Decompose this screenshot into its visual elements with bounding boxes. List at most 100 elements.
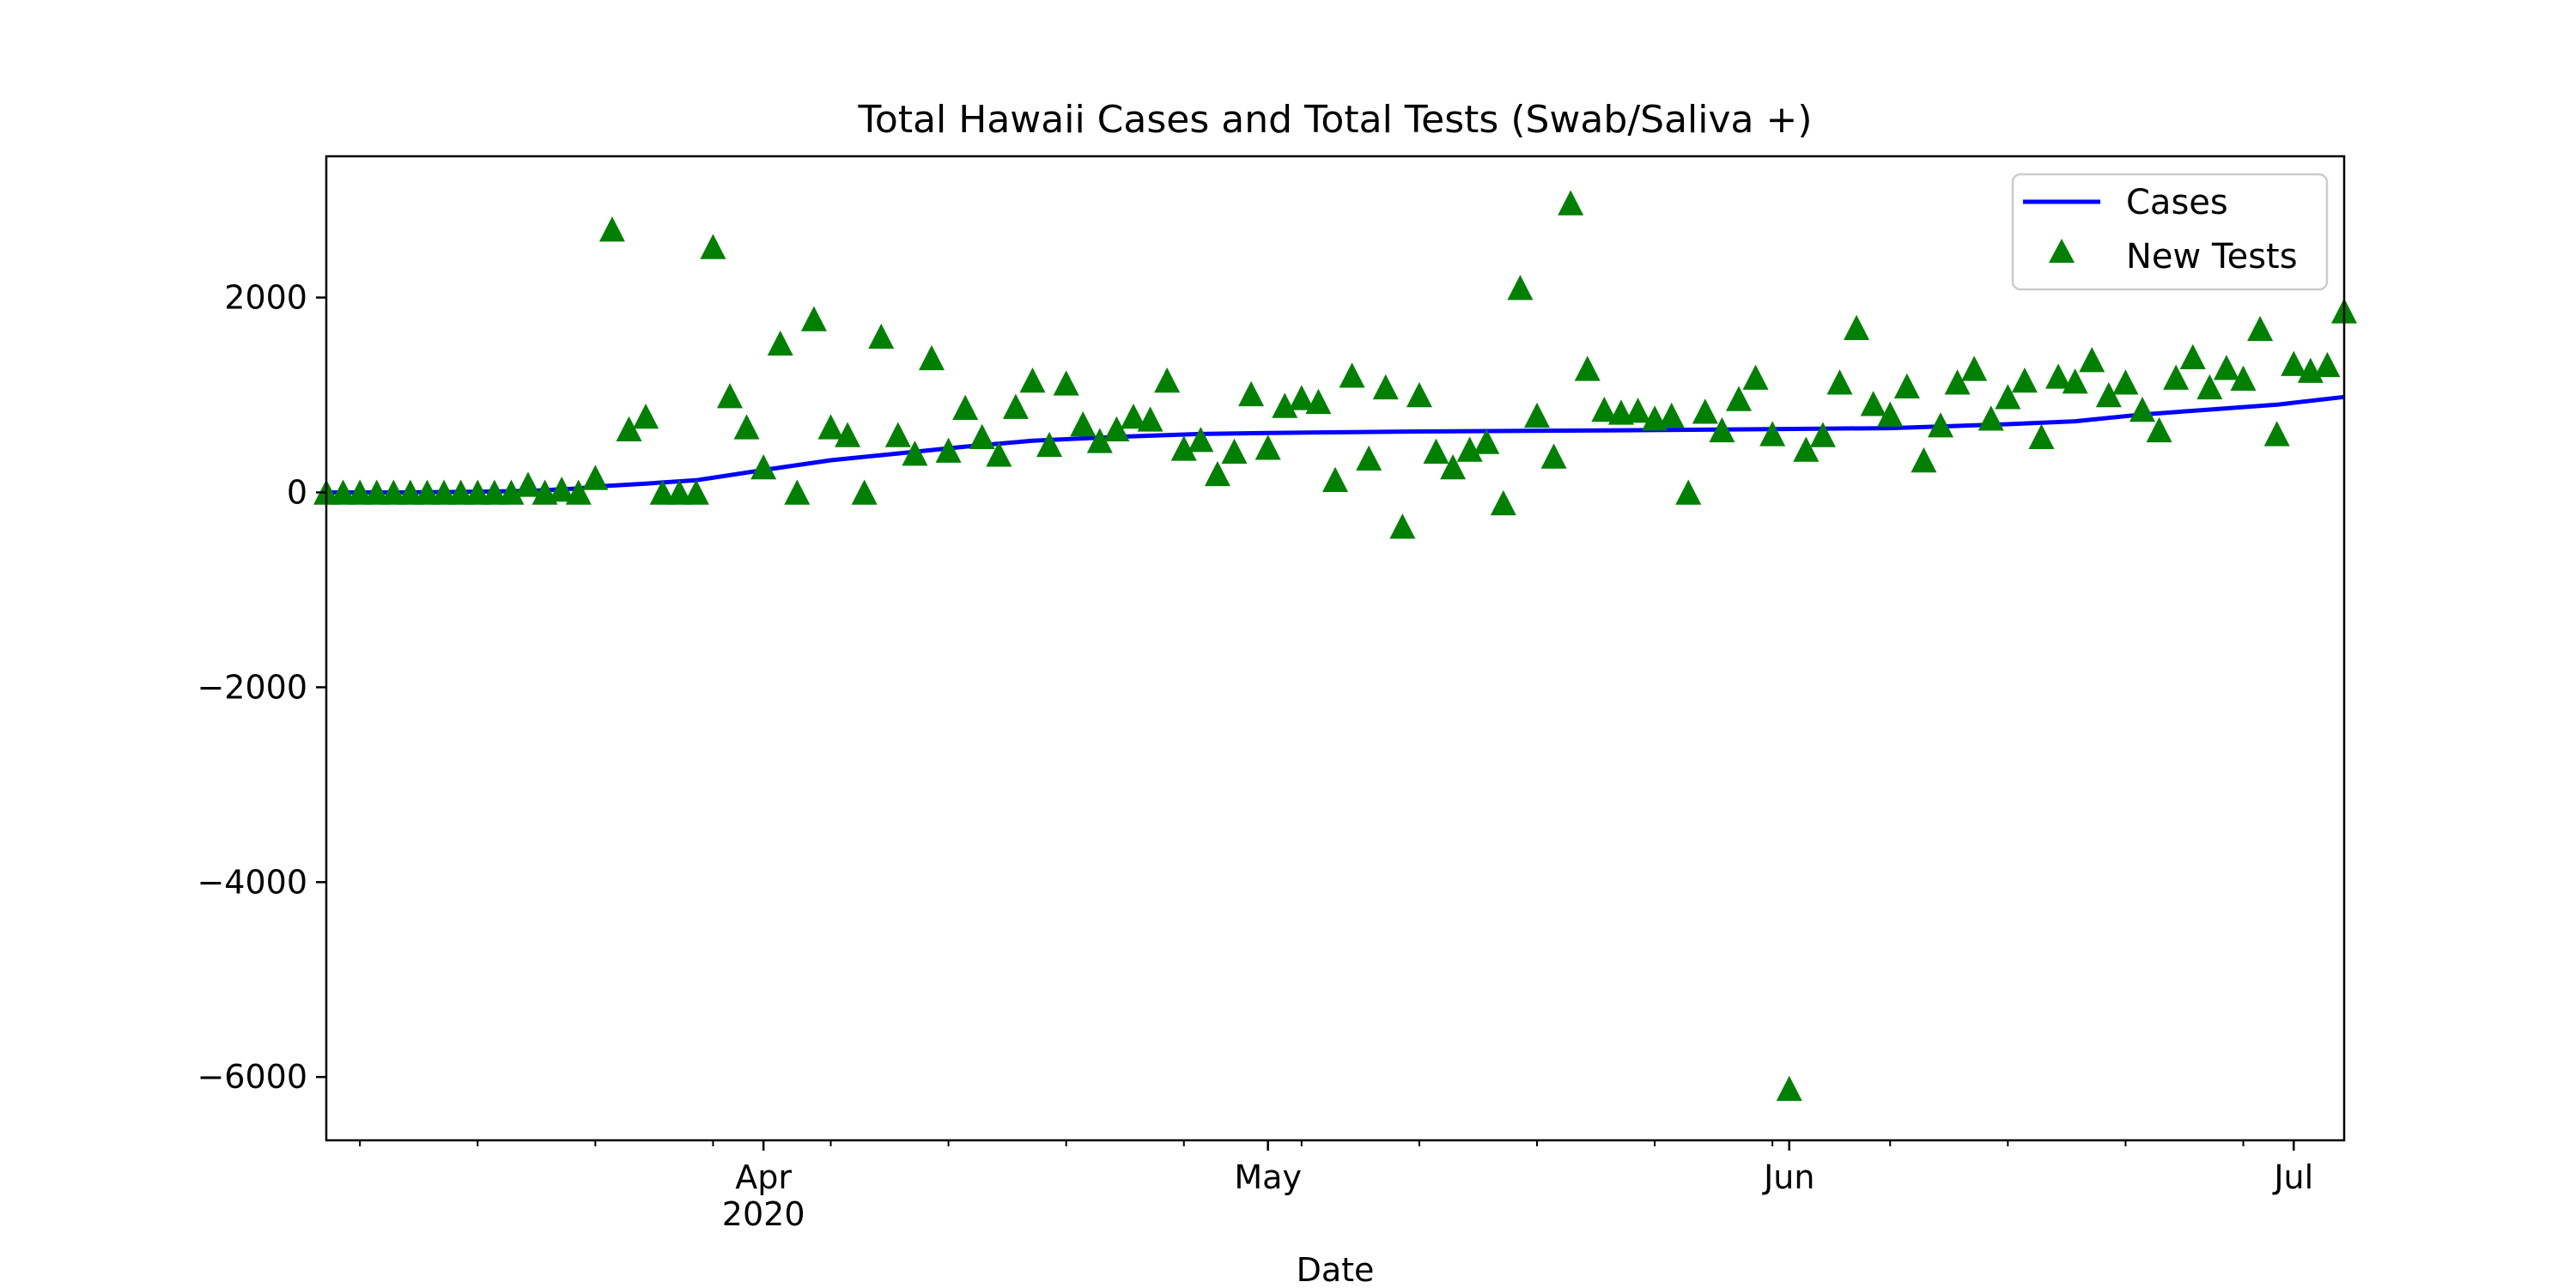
legend-new-tests-label: New Tests bbox=[2126, 237, 2298, 276]
x-tick-label: Jun bbox=[1762, 1158, 1814, 1196]
new-tests-marker bbox=[565, 479, 592, 505]
new-tests-marker bbox=[1911, 447, 1937, 473]
new-tests-marker bbox=[1826, 369, 1853, 395]
y-tick-label: 0 bbox=[287, 473, 307, 511]
new-tests-marker bbox=[1305, 388, 1332, 415]
new-tests-marker bbox=[582, 465, 609, 490]
new-tests-marker bbox=[515, 471, 541, 497]
new-tests-marker bbox=[1961, 355, 1988, 381]
new-tests-marker bbox=[1490, 489, 1516, 516]
new-tests-marker bbox=[1759, 421, 1786, 447]
new-tests-marker bbox=[347, 479, 374, 505]
new-tests-marker bbox=[1188, 427, 1214, 453]
new-tests-marker bbox=[1221, 438, 1248, 465]
new-tests-marker bbox=[1877, 401, 1904, 427]
new-tests-marker bbox=[733, 414, 760, 440]
new-tests-marker bbox=[851, 479, 878, 505]
new-tests-marker bbox=[1339, 362, 1365, 388]
new-tests-marker bbox=[1255, 434, 1281, 460]
new-tests-marker bbox=[1524, 402, 1550, 428]
new-tests-marker bbox=[397, 479, 423, 505]
new-tests-marker bbox=[1658, 402, 1685, 428]
new-tests-marker bbox=[1456, 436, 1483, 462]
new-tests-marker bbox=[1591, 397, 1618, 422]
new-tests-marker bbox=[935, 437, 962, 463]
new-tests-marker bbox=[868, 323, 895, 349]
new-tests-marker bbox=[1036, 431, 1063, 458]
new-tests-marker bbox=[884, 422, 911, 447]
new-tests-marker bbox=[1625, 398, 1651, 423]
plot-frame bbox=[325, 155, 2346, 1142]
new-tests-marker bbox=[2095, 381, 2122, 408]
new-tests-marker bbox=[800, 306, 827, 331]
new-tests-marker bbox=[1154, 367, 1181, 393]
y-tick-label: −4000 bbox=[197, 863, 307, 901]
y-tick-label: −6000 bbox=[197, 1058, 307, 1096]
new-tests-marker bbox=[1928, 412, 1953, 438]
new-tests-marker bbox=[750, 453, 777, 480]
new-tests-marker bbox=[952, 394, 979, 420]
new-tests-marker bbox=[2230, 365, 2257, 391]
new-tests-marker bbox=[414, 479, 440, 505]
new-tests-marker bbox=[2281, 350, 2307, 376]
new-tests-marker bbox=[1574, 355, 1601, 381]
new-tests-marker bbox=[649, 479, 676, 505]
x-tick-label: Apr bbox=[735, 1158, 792, 1196]
new-tests-marker bbox=[835, 422, 861, 447]
new-tests-marker bbox=[1893, 373, 1920, 399]
new-tests-marker bbox=[919, 344, 945, 371]
new-tests-marker bbox=[1776, 1075, 1802, 1102]
new-tests-marker bbox=[666, 479, 693, 505]
new-tests-marker bbox=[598, 216, 625, 242]
new-tests-marker bbox=[1507, 275, 1534, 301]
new-tests-marker bbox=[1944, 369, 1971, 395]
new-tests-marker bbox=[380, 479, 407, 505]
new-tests-marker bbox=[1053, 370, 1079, 396]
chart-title: Total Hawaii Cases and Total Tests (Swab… bbox=[858, 98, 1813, 142]
new-tests-marker bbox=[330, 479, 356, 505]
new-tests-marker bbox=[2112, 369, 2139, 395]
new-tests-marker bbox=[1540, 443, 1567, 469]
new-tests-marker bbox=[2213, 355, 2239, 380]
new-tests-marker bbox=[1978, 405, 2004, 431]
new-tests-marker bbox=[481, 479, 507, 505]
new-tests-marker bbox=[1288, 385, 1315, 410]
new-tests-marker bbox=[1204, 460, 1230, 487]
new-tests-marker bbox=[2079, 347, 2105, 373]
new-tests-marker bbox=[1103, 416, 1130, 441]
new-tests-marker bbox=[1473, 428, 1500, 454]
legend-new-tests-swatch bbox=[2049, 239, 2075, 263]
new-tests-marker bbox=[1742, 364, 1769, 390]
new-tests-marker bbox=[616, 416, 642, 441]
new-tests-marker bbox=[549, 477, 575, 502]
new-tests-marker bbox=[2247, 315, 2274, 342]
new-tests-marker bbox=[465, 479, 491, 505]
new-tests-marker bbox=[1137, 406, 1163, 432]
new-tests-marker bbox=[2146, 416, 2172, 443]
new-tests-marker bbox=[1423, 438, 1449, 465]
x-tick-label: May bbox=[1234, 1158, 1302, 1196]
plot-area bbox=[313, 190, 2357, 1102]
y-tick-label: 2000 bbox=[224, 279, 307, 317]
new-tests-marker bbox=[1372, 374, 1399, 400]
x-axis-label: Date bbox=[1297, 1251, 1375, 1288]
new-tests-marker bbox=[1860, 391, 1886, 416]
new-tests-marker bbox=[363, 479, 390, 505]
y-tick-label: −2000 bbox=[197, 668, 307, 706]
new-tests-marker bbox=[2028, 423, 2055, 450]
new-tests-marker bbox=[1389, 513, 1416, 539]
new-tests-marker bbox=[767, 330, 793, 356]
new-tests-marker bbox=[902, 440, 928, 466]
new-tests-marker bbox=[1726, 386, 1752, 411]
new-tests-marker bbox=[969, 423, 995, 450]
new-tests-marker bbox=[431, 479, 458, 505]
new-tests-marker bbox=[700, 234, 726, 259]
legend: Cases New Tests bbox=[2011, 173, 2329, 291]
new-tests-marker bbox=[2263, 421, 2290, 447]
new-tests-marker bbox=[986, 441, 1012, 467]
new-tests-marker bbox=[1356, 445, 1382, 471]
new-tests-marker bbox=[1793, 436, 1820, 462]
new-tests-marker bbox=[2179, 343, 2206, 369]
new-tests-marker bbox=[1019, 367, 1046, 393]
